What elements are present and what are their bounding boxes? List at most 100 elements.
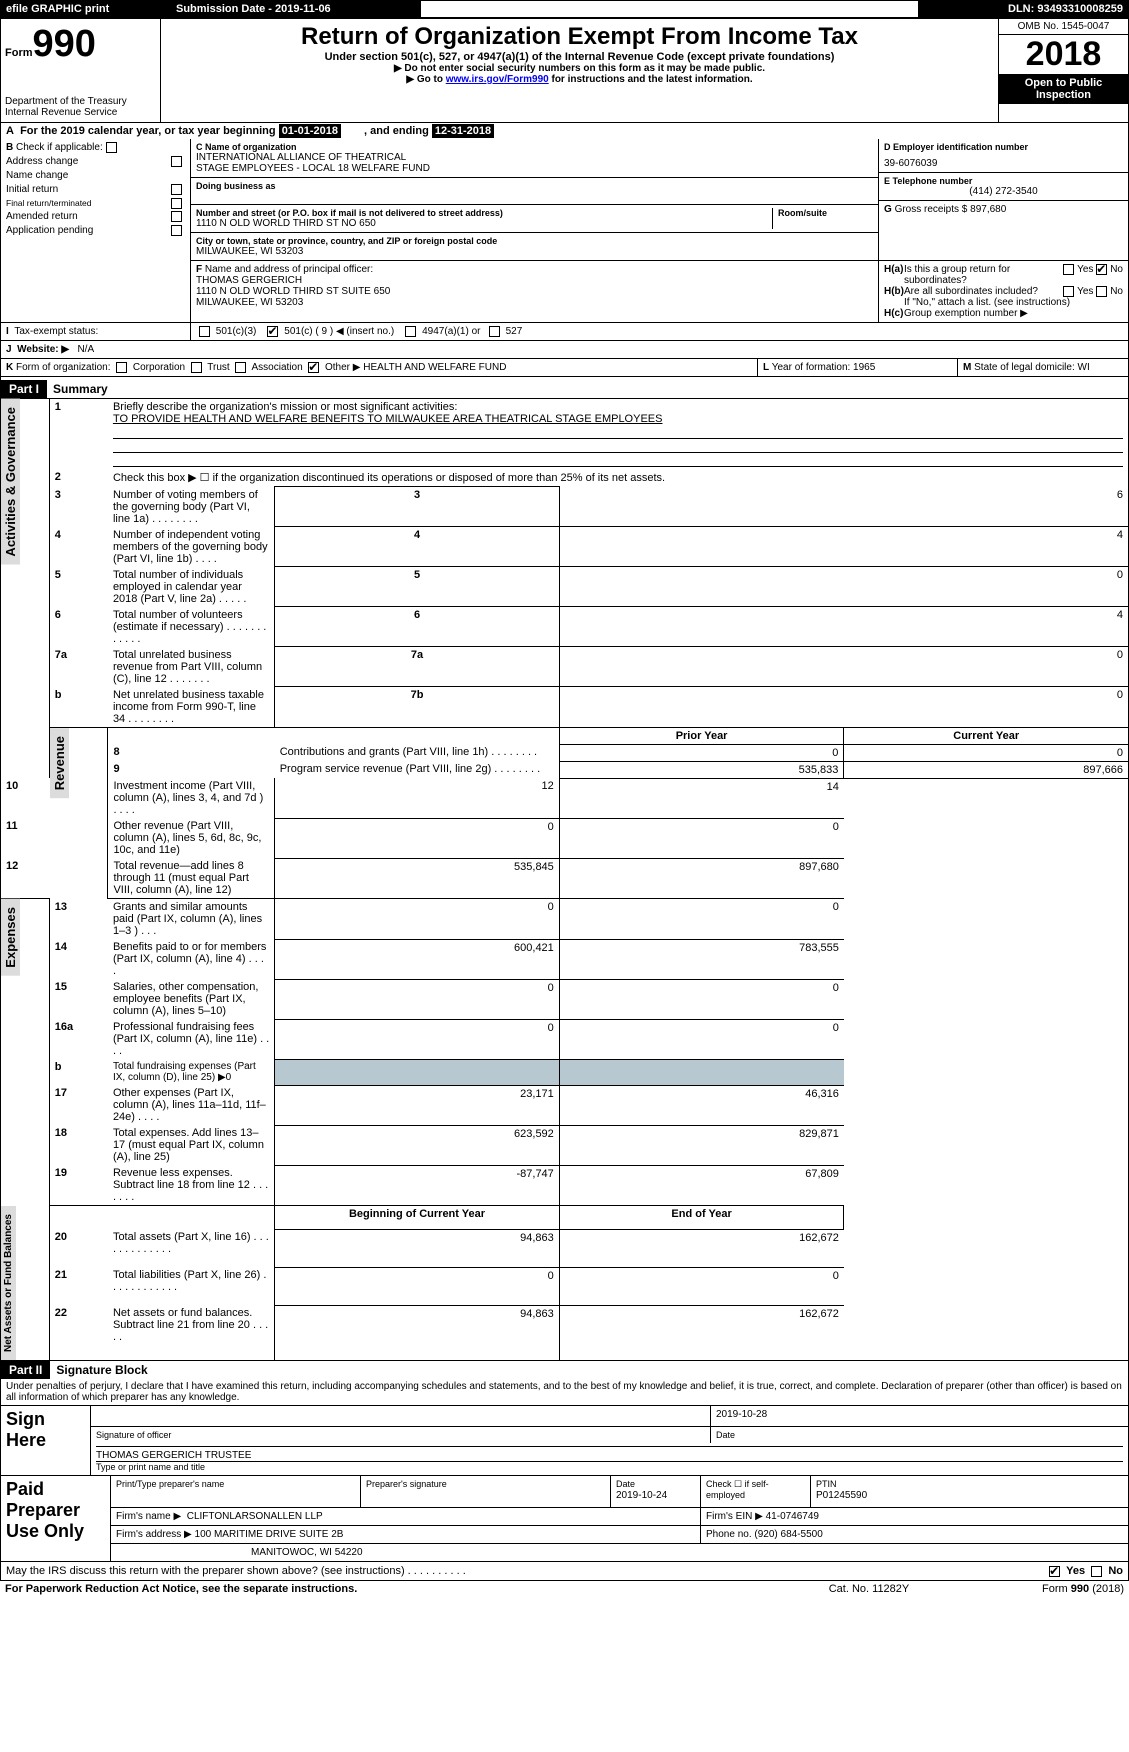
chk-initial: Initial return bbox=[6, 184, 58, 195]
instr-ssn: ▶ Do not enter social security numbers o… bbox=[165, 63, 994, 74]
city: MILWAUKEE, WI 53203 bbox=[196, 246, 873, 257]
cat-no: Cat. No. 11282Y bbox=[769, 1581, 969, 1597]
line3: Number of voting members of the governin… bbox=[108, 487, 275, 527]
irs: Internal Revenue Service bbox=[5, 107, 156, 118]
street-label: Number and street (or P.O. box if mail i… bbox=[196, 208, 767, 218]
line4: Number of independent voting members of … bbox=[108, 527, 275, 567]
line5: Total number of individuals employed in … bbox=[108, 567, 275, 607]
val7a: 0 bbox=[559, 647, 1128, 687]
line8: Contributions and grants (Part VIII, lin… bbox=[275, 744, 560, 761]
line1-label: Briefly describe the organization's miss… bbox=[113, 401, 457, 413]
val7b: 0 bbox=[559, 687, 1128, 728]
dln: DLN: 93493310008259 bbox=[919, 1, 1129, 18]
h-b-note: If "No," attach a list. (see instruction… bbox=[904, 297, 1123, 308]
line16b: Total fundraising expenses (Part IX, col… bbox=[108, 1059, 275, 1085]
irs-link[interactable]: www.irs.gov/Form990 bbox=[446, 74, 549, 85]
row-klm: K Form of organization: Corporation Trus… bbox=[0, 359, 1129, 377]
submission-date: Submission Date - 2019-11-06 bbox=[171, 1, 421, 18]
domicile: State of legal domicile: WI bbox=[974, 362, 1090, 373]
sign-here-block: Sign Here 2019-10-28 Signature of office… bbox=[0, 1406, 1129, 1476]
col-prior: Prior Year bbox=[559, 727, 844, 744]
line16a: Professional fundraising fees (Part IX, … bbox=[108, 1019, 275, 1059]
penalties: Under penalties of perjury, I declare th… bbox=[0, 1379, 1129, 1406]
org-name-2: STAGE EMPLOYEES - LOCAL 18 WELFARE FUND bbox=[196, 163, 873, 174]
year-formation: Year of formation: 1965 bbox=[772, 362, 876, 373]
prep-date: 2019-10-24 bbox=[616, 1490, 667, 1501]
paid-preparer-block: Paid Preparer Use Only Print/Type prepar… bbox=[0, 1476, 1129, 1562]
dba-label: Doing business as bbox=[196, 181, 873, 191]
line2: Check this box ▶ ☐ if the organization d… bbox=[108, 469, 1129, 487]
val3: 6 bbox=[559, 487, 1128, 527]
line12: Total revenue—add lines 8 through 11 (mu… bbox=[108, 858, 275, 899]
officer-addr1: 1110 N OLD WORLD THIRD ST SUITE 650 bbox=[196, 286, 390, 297]
line9: Program service revenue (Part VIII, line… bbox=[275, 761, 560, 778]
prep-name-label: Print/Type preparer's name bbox=[116, 1479, 224, 1489]
discuss-row: May the IRS discuss this return with the… bbox=[0, 1562, 1129, 1581]
line13: Grants and similar amounts paid (Part IX… bbox=[108, 899, 275, 940]
row-i: I Tax-exempt status: 501(c)(3) 501(c) ( … bbox=[0, 323, 1129, 341]
section-b-through-m: B Check if applicable: Address change Na… bbox=[0, 139, 1129, 323]
row-a: A For the 2019 calendar year, or tax yea… bbox=[0, 123, 1129, 139]
sign-date: 2019-10-28 bbox=[716, 1409, 767, 1420]
date-label: Date bbox=[711, 1426, 1129, 1443]
sidebar-net: Net Assets or Fund Balances bbox=[1, 1206, 16, 1360]
city-label: City or town, state or province, country… bbox=[196, 236, 873, 246]
signer-name: THOMAS GERGERICH TRUSTEE bbox=[96, 1450, 251, 1461]
self-emp-check: Check ☐ if self-employed bbox=[701, 1476, 811, 1508]
part2-header: Part IISignature Block bbox=[0, 1361, 1129, 1379]
ein: 39-6076039 bbox=[884, 158, 1123, 169]
efile-label: efile GRAPHIC print bbox=[1, 1, 171, 18]
officer-name: THOMAS GERGERICH bbox=[196, 275, 302, 286]
dept: Department of the Treasury bbox=[5, 96, 156, 107]
col-begin: Beginning of Current Year bbox=[275, 1206, 560, 1229]
open-public: Open to Public Inspection bbox=[999, 74, 1128, 104]
val4: 4 bbox=[559, 527, 1128, 567]
line7b: Net unrelated business taxable income fr… bbox=[108, 687, 275, 728]
chk-final: Final return/terminated bbox=[6, 198, 92, 208]
officer-label: Name and address of principal officer: bbox=[205, 264, 373, 275]
chk-amended: Amended return bbox=[6, 211, 78, 222]
part1-table: Activities & Governance 1 Briefly descri… bbox=[0, 398, 1129, 1361]
h-a: Is this a group return for subordinates? bbox=[904, 264, 1063, 286]
sig-officer-label: Signature of officer bbox=[91, 1426, 711, 1443]
line17: Other expenses (Part IX, column (A), lin… bbox=[108, 1085, 275, 1125]
h-c: Group exemption number ▶ bbox=[904, 308, 1123, 319]
part1-header: Part ISummary bbox=[0, 377, 1129, 398]
prep-sig-label: Preparer's signature bbox=[366, 1479, 447, 1489]
firm-addr2: MANITOWOC, WI 54220 bbox=[111, 1543, 1129, 1561]
topbar: efile GRAPHIC print Submission Date - 20… bbox=[0, 0, 1129, 18]
officer-addr2: MILWAUKEE, WI 53203 bbox=[196, 297, 303, 308]
line6: Total number of volunteers (estimate if … bbox=[108, 607, 275, 647]
instr-link: ▶ Go to www.irs.gov/Form990 for instruct… bbox=[165, 74, 994, 85]
form-label: Form990 bbox=[5, 23, 156, 66]
line11: Other revenue (Part VIII, column (A), li… bbox=[108, 818, 275, 858]
omb: OMB No. 1545-0047 bbox=[999, 19, 1128, 35]
sidebar-expenses: Expenses bbox=[1, 899, 20, 976]
org-name-1: INTERNATIONAL ALLIANCE OF THEATRICAL bbox=[196, 152, 873, 163]
street: 1110 N OLD WORLD THIRD ST NO 650 bbox=[196, 218, 767, 229]
firm-ein: 41-0746749 bbox=[766, 1511, 819, 1522]
ptin: P01245590 bbox=[816, 1490, 867, 1501]
typeprint-label: Type or print name and title bbox=[96, 1462, 1123, 1472]
firm-addr1: 100 MARITIME DRIVE SUITE 2B bbox=[195, 1529, 344, 1540]
pra-notice: For Paperwork Reduction Act Notice, see … bbox=[5, 1583, 357, 1595]
room-label: Room/suite bbox=[778, 208, 873, 218]
chk-pending: Application pending bbox=[6, 225, 93, 236]
col-current: Current Year bbox=[844, 727, 1129, 744]
val6: 4 bbox=[559, 607, 1128, 647]
sign-here-label: Sign Here bbox=[6, 1409, 85, 1451]
line21: Total liabilities (Part X, line 26) . . … bbox=[108, 1267, 275, 1305]
form-header: Form990 Department of the Treasury Inter… bbox=[0, 18, 1129, 123]
sidebar-revenue: Revenue bbox=[50, 728, 69, 798]
footer: For Paperwork Reduction Act Notice, see … bbox=[0, 1581, 1129, 1597]
line22: Net assets or fund balances. Subtract li… bbox=[108, 1305, 275, 1360]
line14: Benefits paid to or for members (Part IX… bbox=[108, 939, 275, 979]
paid-preparer-label: Paid Preparer Use Only bbox=[6, 1479, 105, 1542]
line10: Investment income (Part VIII, column (A)… bbox=[108, 778, 275, 818]
line7a: Total unrelated business revenue from Pa… bbox=[108, 647, 275, 687]
line15: Salaries, other compensation, employee b… bbox=[108, 979, 275, 1019]
line19: Revenue less expenses. Subtract line 18 … bbox=[108, 1165, 275, 1206]
line20: Total assets (Part X, line 16) . . . . .… bbox=[108, 1229, 275, 1267]
phone: (414) 272-3540 bbox=[884, 186, 1123, 197]
col-end: End of Year bbox=[559, 1206, 844, 1229]
